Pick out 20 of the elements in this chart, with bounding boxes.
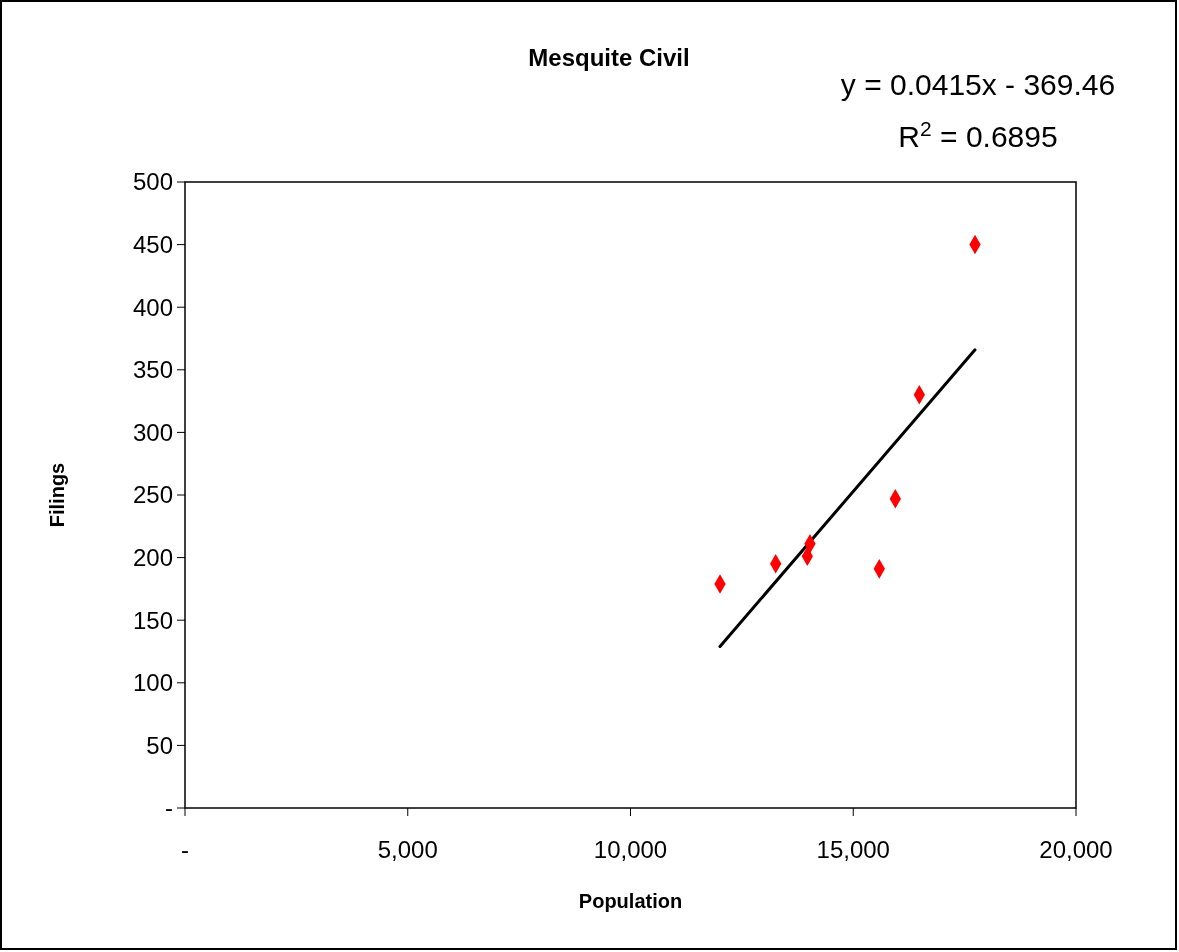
x-tick-label: 10,000 xyxy=(593,836,668,863)
text: R$^{2}$ = 0.6895 xyxy=(898,116,1058,153)
y-tick-label: 400 xyxy=(132,293,173,321)
y-axis-title: Filings xyxy=(46,462,68,528)
x-axis-title: Population xyxy=(578,890,683,912)
y-tick-label: 200 xyxy=(132,544,173,571)
y-tick-label: 350 xyxy=(132,356,173,384)
y-tick-label: 500 xyxy=(132,168,173,196)
y-tick-label: 100 xyxy=(132,669,173,697)
x-tick-label: 5,000 xyxy=(377,836,438,863)
x-tick-label: 20,000 xyxy=(1039,836,1113,863)
chart-title: Mesquite Civil xyxy=(528,44,690,71)
y-tick-label: 50 xyxy=(146,731,173,759)
text: y = 0.0415x - 369.46 xyxy=(840,68,1116,101)
y-tick-label: 250 xyxy=(132,481,173,509)
y-tick-label: 150 xyxy=(132,606,173,634)
x-tick-label: 15,000 xyxy=(816,836,890,863)
y-tick-label: 450 xyxy=(132,231,173,258)
y-tick-label: 300 xyxy=(132,418,173,446)
y-tick-label: - xyxy=(165,794,173,822)
